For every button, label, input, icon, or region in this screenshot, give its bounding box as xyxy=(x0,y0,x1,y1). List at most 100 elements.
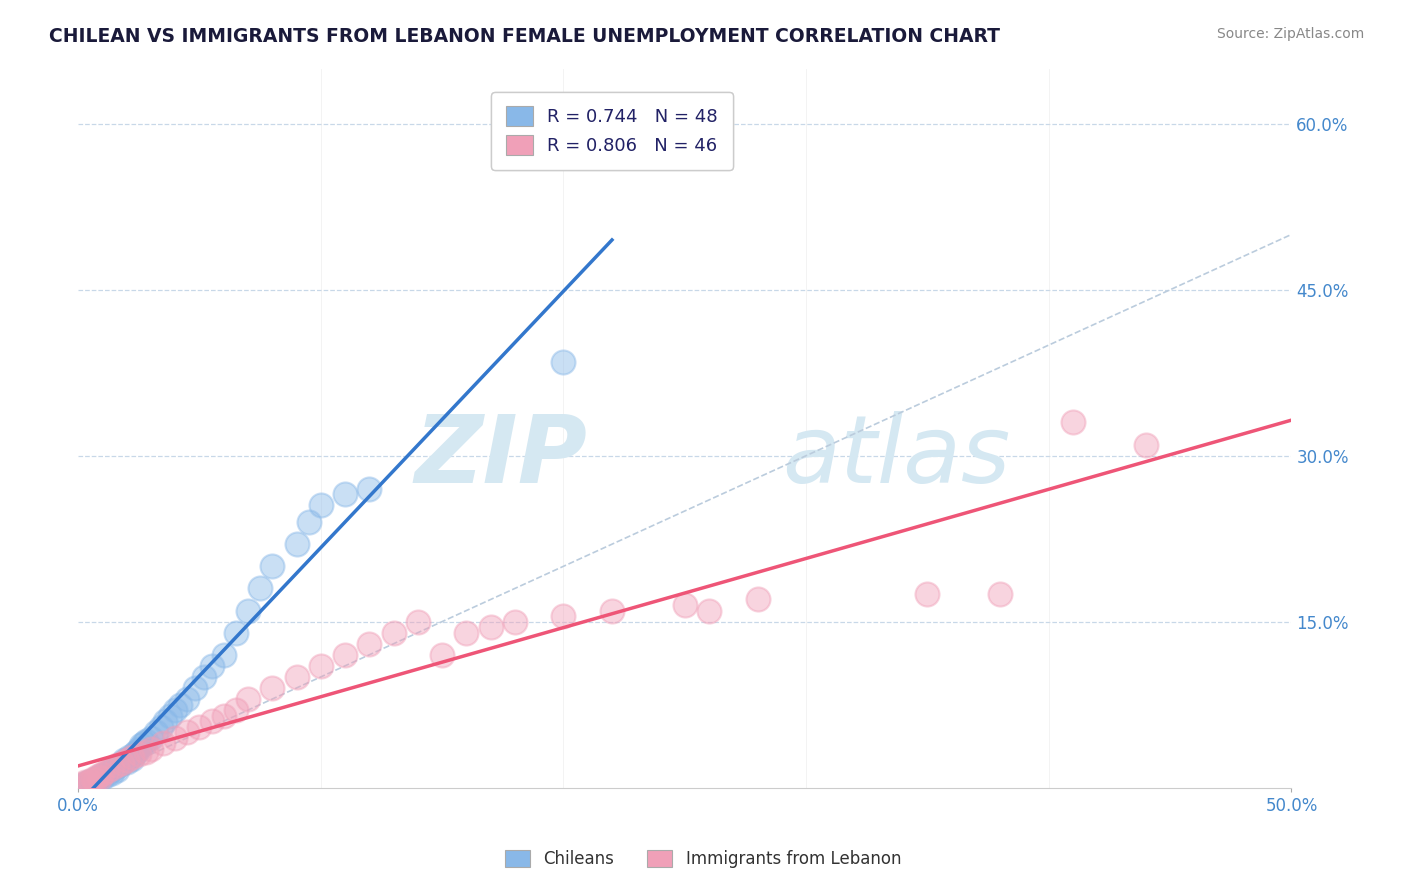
Point xyxy=(84,772,107,786)
Point xyxy=(249,582,271,596)
Point xyxy=(86,772,108,787)
Point xyxy=(309,499,332,513)
Point xyxy=(193,670,215,684)
Point xyxy=(135,734,157,748)
Point xyxy=(111,756,134,771)
Point xyxy=(89,769,111,783)
Point xyxy=(697,603,720,617)
Point xyxy=(917,587,939,601)
Text: Source: ZipAtlas.com: Source: ZipAtlas.com xyxy=(1216,27,1364,41)
Point xyxy=(236,603,259,617)
Point xyxy=(86,769,108,783)
Point xyxy=(139,731,162,745)
Point xyxy=(128,741,150,756)
Point xyxy=(262,559,284,574)
Point xyxy=(747,592,769,607)
Point xyxy=(108,758,131,772)
Point xyxy=(111,756,134,771)
Point xyxy=(94,767,117,781)
Point xyxy=(91,767,114,781)
Point xyxy=(105,758,128,772)
Point xyxy=(79,773,101,788)
Point xyxy=(118,749,141,764)
Point xyxy=(188,720,211,734)
Point xyxy=(988,587,1011,601)
Point xyxy=(165,731,187,745)
Point xyxy=(212,648,235,662)
Point xyxy=(359,637,381,651)
Point xyxy=(101,766,124,780)
Point xyxy=(503,615,526,629)
Point xyxy=(96,764,118,778)
Point xyxy=(183,681,205,695)
Point xyxy=(165,703,187,717)
Point xyxy=(262,681,284,695)
Point xyxy=(309,658,332,673)
Point xyxy=(479,620,502,634)
Point xyxy=(155,714,177,728)
Point xyxy=(112,753,135,767)
Point xyxy=(128,747,150,762)
Point xyxy=(285,670,308,684)
Legend: Chileans, Immigrants from Lebanon: Chileans, Immigrants from Lebanon xyxy=(498,843,908,875)
Point xyxy=(298,515,321,529)
Point xyxy=(225,703,247,717)
Point xyxy=(132,736,155,750)
Point xyxy=(122,747,145,762)
Point xyxy=(673,598,696,612)
Point xyxy=(115,755,138,769)
Point xyxy=(98,764,121,778)
Point xyxy=(89,771,111,785)
Point xyxy=(600,603,623,617)
Point xyxy=(84,772,107,787)
Text: CHILEAN VS IMMIGRANTS FROM LEBANON FEMALE UNEMPLOYMENT CORRELATION CHART: CHILEAN VS IMMIGRANTS FROM LEBANON FEMAL… xyxy=(49,27,1000,45)
Point xyxy=(135,745,157,759)
Point xyxy=(1062,416,1084,430)
Point xyxy=(200,714,222,728)
Point xyxy=(236,692,259,706)
Point xyxy=(82,772,104,786)
Point xyxy=(149,720,172,734)
Point xyxy=(103,761,125,775)
Point xyxy=(225,625,247,640)
Text: ZIP: ZIP xyxy=(415,411,588,503)
Point xyxy=(101,761,124,775)
Point xyxy=(121,749,143,764)
Point xyxy=(125,745,148,759)
Point xyxy=(121,752,143,766)
Point xyxy=(285,537,308,551)
Point xyxy=(159,708,181,723)
Text: atlas: atlas xyxy=(782,411,1010,502)
Point xyxy=(553,609,575,624)
Point xyxy=(76,776,98,790)
Point xyxy=(200,658,222,673)
Point xyxy=(553,354,575,368)
Point xyxy=(176,725,198,739)
Point xyxy=(333,487,356,501)
Point xyxy=(176,692,198,706)
Point xyxy=(72,777,94,791)
Point xyxy=(129,739,152,753)
Point xyxy=(382,625,405,640)
Point xyxy=(75,775,97,789)
Point xyxy=(430,648,453,662)
Point xyxy=(115,753,138,767)
Point xyxy=(96,768,118,782)
Legend: R = 0.744   N = 48, R = 0.806   N = 46: R = 0.744 N = 48, R = 0.806 N = 46 xyxy=(492,92,733,169)
Point xyxy=(82,773,104,788)
Point xyxy=(456,625,478,640)
Point xyxy=(75,777,97,791)
Point xyxy=(76,775,98,789)
Point xyxy=(212,708,235,723)
Point xyxy=(152,736,174,750)
Point xyxy=(145,725,167,739)
Point xyxy=(105,763,128,777)
Point xyxy=(406,615,429,629)
Point xyxy=(79,776,101,790)
Point xyxy=(333,648,356,662)
Point xyxy=(139,741,162,756)
Point xyxy=(169,698,191,712)
Point xyxy=(359,482,381,496)
Point xyxy=(91,771,114,785)
Point xyxy=(1135,437,1157,451)
